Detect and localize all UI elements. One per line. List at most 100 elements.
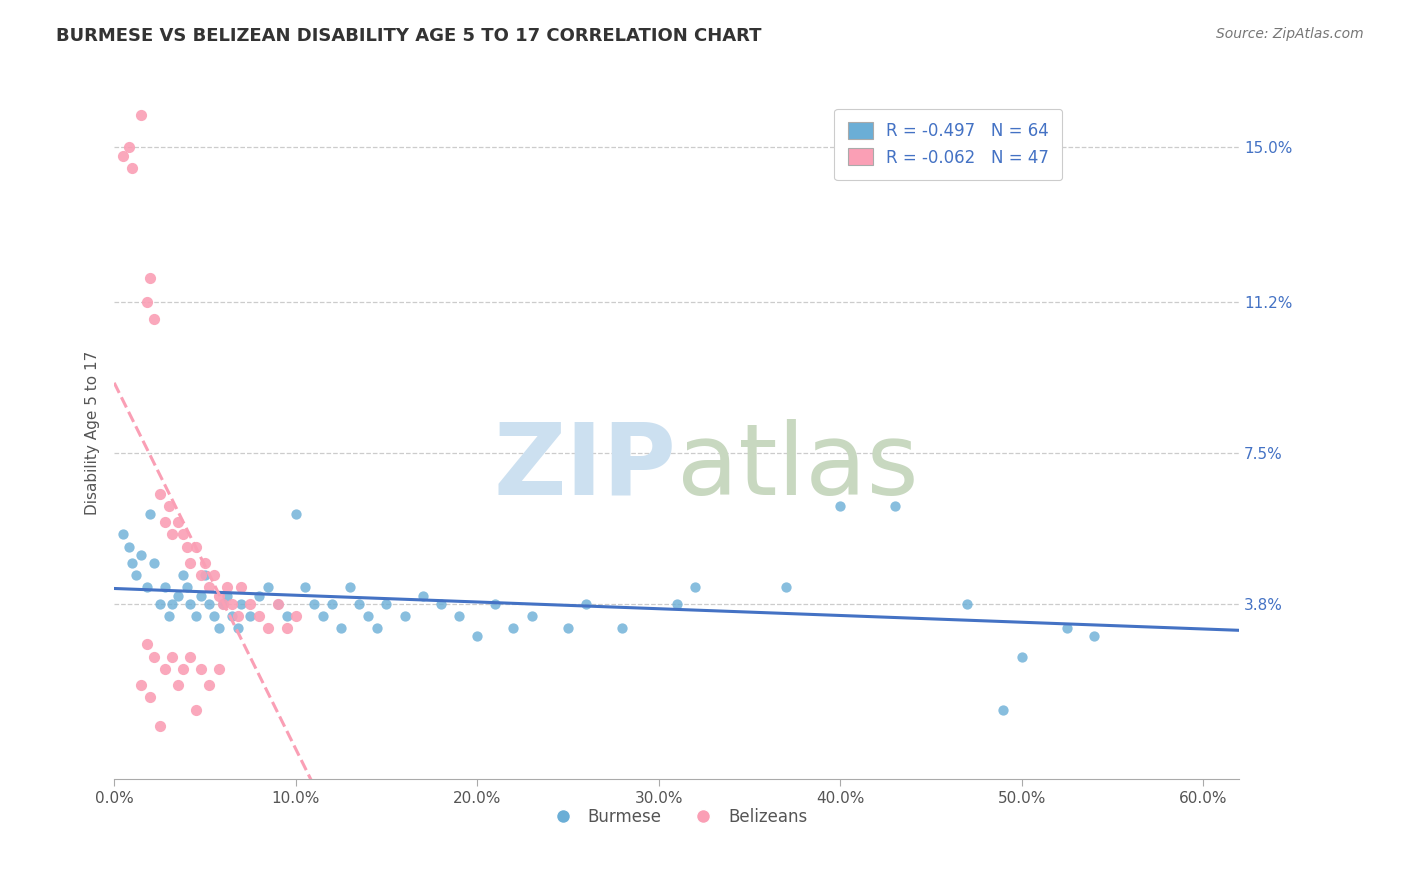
Point xyxy=(412,589,434,603)
Point xyxy=(1056,621,1078,635)
Point xyxy=(347,597,370,611)
Legend: Burmese, Belizeans: Burmese, Belizeans xyxy=(540,802,814,833)
Point xyxy=(148,597,170,611)
Point xyxy=(131,678,153,692)
Point xyxy=(284,609,307,624)
Point xyxy=(139,507,162,521)
Point xyxy=(276,609,298,624)
Point xyxy=(357,609,380,624)
Point xyxy=(157,609,180,624)
Point xyxy=(118,140,141,154)
Point xyxy=(135,295,157,310)
Point xyxy=(194,556,217,570)
Point xyxy=(231,597,253,611)
Point xyxy=(197,678,219,692)
Point xyxy=(135,638,157,652)
Point xyxy=(375,597,398,611)
Point xyxy=(162,597,184,611)
Point xyxy=(247,589,270,603)
Point xyxy=(212,597,235,611)
Point xyxy=(221,609,243,624)
Point xyxy=(447,609,470,624)
Point xyxy=(157,499,180,513)
Point xyxy=(339,581,361,595)
Point xyxy=(1011,649,1033,664)
Point xyxy=(121,556,143,570)
Point xyxy=(312,609,335,624)
Point xyxy=(520,609,543,624)
Point xyxy=(266,597,288,611)
Point xyxy=(166,515,188,529)
Point xyxy=(197,597,219,611)
Point xyxy=(284,507,307,521)
Point xyxy=(190,662,212,676)
Point xyxy=(121,161,143,175)
Point xyxy=(266,597,288,611)
Point xyxy=(118,540,141,554)
Point xyxy=(208,589,231,603)
Point xyxy=(143,649,166,664)
Point xyxy=(247,609,270,624)
Point xyxy=(179,649,201,664)
Point xyxy=(239,597,262,611)
Point xyxy=(575,597,598,611)
Point xyxy=(184,703,207,717)
Point xyxy=(131,548,153,562)
Point xyxy=(215,581,238,595)
Point xyxy=(430,597,453,611)
Point xyxy=(135,581,157,595)
Text: Source: ZipAtlas.com: Source: ZipAtlas.com xyxy=(1216,27,1364,41)
Point xyxy=(166,589,188,603)
Point xyxy=(184,540,207,554)
Point xyxy=(394,609,416,624)
Point xyxy=(208,662,231,676)
Point xyxy=(148,487,170,501)
Y-axis label: Disability Age 5 to 17: Disability Age 5 to 17 xyxy=(86,351,100,515)
Point xyxy=(131,108,153,122)
Point xyxy=(557,621,579,635)
Point xyxy=(172,527,194,541)
Point xyxy=(239,609,262,624)
Point xyxy=(176,540,198,554)
Point xyxy=(179,597,201,611)
Text: atlas: atlas xyxy=(676,418,918,516)
Point xyxy=(139,270,162,285)
Point xyxy=(257,581,280,595)
Point xyxy=(162,649,184,664)
Point xyxy=(665,597,688,611)
Point xyxy=(162,527,184,541)
Point xyxy=(302,597,325,611)
Point xyxy=(830,499,852,513)
Point xyxy=(484,597,506,611)
Point xyxy=(153,581,176,595)
Point xyxy=(176,581,198,595)
Point xyxy=(366,621,388,635)
Point xyxy=(184,609,207,624)
Point xyxy=(202,609,225,624)
Point xyxy=(775,581,797,595)
Point xyxy=(276,621,298,635)
Point xyxy=(143,556,166,570)
Point xyxy=(112,527,135,541)
Point xyxy=(197,581,219,595)
Point xyxy=(112,148,135,162)
Text: ZIP: ZIP xyxy=(494,418,676,516)
Point xyxy=(139,690,162,705)
Point xyxy=(172,568,194,582)
Point xyxy=(208,621,231,635)
Point xyxy=(294,581,316,595)
Point xyxy=(465,629,488,643)
Point xyxy=(330,621,353,635)
Point xyxy=(226,609,249,624)
Point xyxy=(202,568,225,582)
Point xyxy=(883,499,905,513)
Point xyxy=(172,662,194,676)
Point xyxy=(956,597,979,611)
Point xyxy=(148,719,170,733)
Point xyxy=(143,311,166,326)
Point xyxy=(612,621,634,635)
Point xyxy=(153,662,176,676)
Point xyxy=(231,581,253,595)
Point xyxy=(125,38,148,53)
Point xyxy=(194,568,217,582)
